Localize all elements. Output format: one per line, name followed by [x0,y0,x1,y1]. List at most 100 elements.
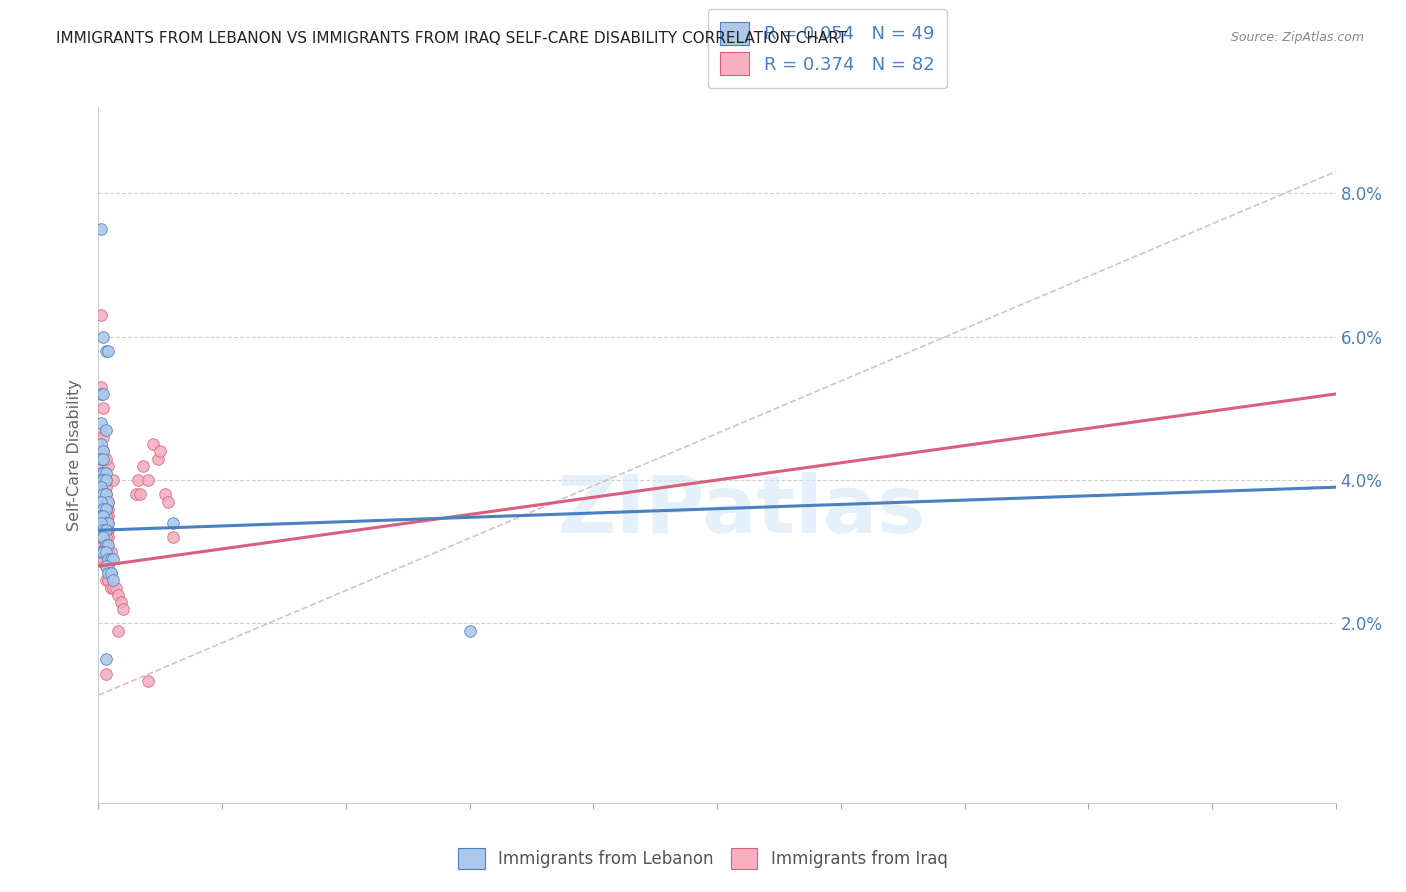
Point [94,545,117,559]
Point [97,501,120,516]
Text: Source: ZipAtlas.com: Source: ZipAtlas.com [1230,31,1364,45]
Point [97,530,120,544]
Point [93,444,115,458]
Point [97,494,120,508]
Point [93,516,115,530]
Point [94,516,117,530]
Point [90,494,112,508]
Point [103,473,125,487]
Point [136,673,159,688]
Point [97,538,120,552]
Point [94,545,117,559]
Point [93,501,115,516]
Point [90,487,112,501]
Point [94,652,117,666]
Point [90,552,112,566]
Point [156,494,179,508]
Point [103,574,125,588]
Point [93,387,115,401]
Point [107,624,129,638]
Point [94,508,117,523]
Point [93,487,115,501]
Point [90,458,112,473]
Point [129,487,152,501]
Point [93,487,115,501]
Point [93,530,115,544]
Point [100,566,122,581]
Point [90,538,112,552]
Point [90,387,112,401]
Point [90,530,112,544]
Point [93,401,115,416]
Point [94,574,117,588]
Point [93,530,115,544]
Point [124,487,146,501]
Point [100,552,122,566]
Point [90,473,112,487]
Point [94,451,117,466]
Point [94,487,117,501]
Point [93,451,115,466]
Point [162,516,184,530]
Point [97,508,120,523]
Point [94,666,117,681]
Point [90,480,112,494]
Point [90,523,112,537]
Point [93,538,115,552]
Point [93,329,115,343]
Point [94,530,117,544]
Point [94,501,117,516]
Point [97,574,120,588]
Point [94,523,117,537]
Point [93,508,115,523]
Point [90,494,112,508]
Point [100,566,122,581]
Point [93,501,115,516]
Point [110,595,132,609]
Point [94,473,117,487]
Point [90,423,112,437]
Point [90,466,112,480]
Point [93,444,115,458]
Point [94,516,117,530]
Point [93,473,115,487]
Point [458,624,481,638]
Point [93,473,115,487]
Point [90,508,112,523]
Point [90,480,112,494]
Point [94,501,117,516]
Point [97,559,120,574]
Point [90,473,112,487]
Point [97,458,120,473]
Point [93,494,115,508]
Point [162,530,184,544]
Point [97,494,120,508]
Text: ZIPatlas: ZIPatlas [558,472,927,549]
Point [93,451,115,466]
Point [100,545,122,559]
Point [90,516,112,530]
Point [90,530,112,544]
Point [94,343,117,358]
Point [107,588,129,602]
Point [90,516,112,530]
Point [94,423,117,437]
Point [142,437,165,451]
Point [90,308,112,322]
Point [90,222,112,236]
Point [94,480,117,494]
Point [149,444,172,458]
Point [155,487,177,501]
Point [90,545,112,559]
Point [90,437,112,451]
Point [93,466,115,480]
Point [93,545,115,559]
Point [90,416,112,430]
Point [146,451,169,466]
Point [104,581,127,595]
Point [93,523,115,537]
Point [112,602,135,616]
Point [94,538,117,552]
Point [97,343,120,358]
Point [93,466,115,480]
